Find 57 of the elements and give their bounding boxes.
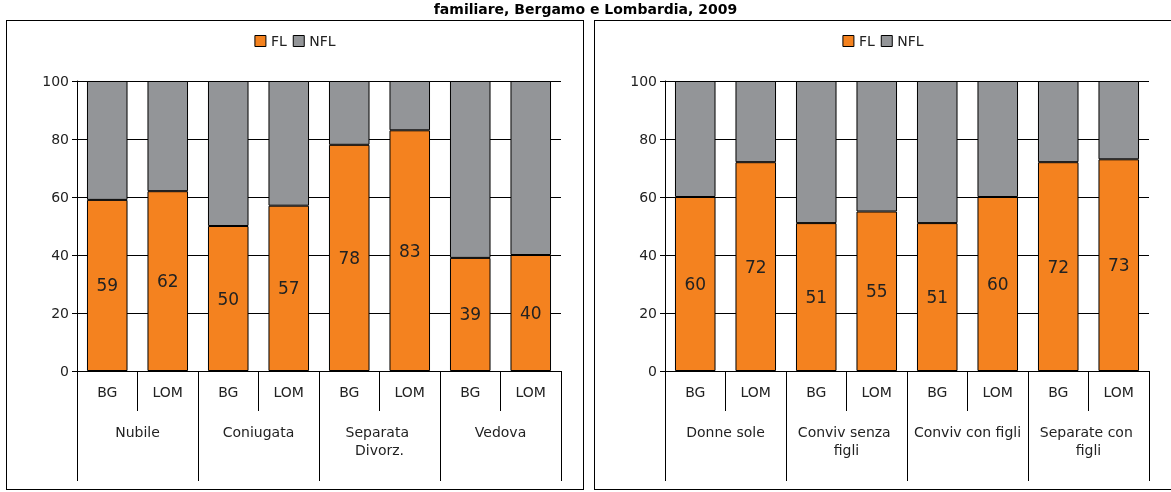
x-tick-label: LOM xyxy=(273,384,304,400)
legend-label: FL xyxy=(270,33,287,49)
x-tick-label: BG xyxy=(1048,384,1069,400)
data-label: 57 xyxy=(277,278,300,299)
y-tick-label: 100 xyxy=(42,73,69,89)
data-label: 50 xyxy=(217,288,240,309)
y-tick-label: 20 xyxy=(639,305,657,321)
x-tick-label: BG xyxy=(218,384,239,400)
data-label: 62 xyxy=(156,271,179,292)
y-tick-label: 40 xyxy=(639,247,657,263)
y-tick-label: 40 xyxy=(51,247,69,263)
data-label: 60 xyxy=(986,274,1009,294)
y-tick-label: 80 xyxy=(639,131,657,147)
x-tick-label: BG xyxy=(460,384,481,400)
x-tick-label: LOM xyxy=(982,384,1013,400)
data-label: 72 xyxy=(744,256,767,277)
y-tick-label: 0 xyxy=(60,363,69,379)
text: Donne sole xyxy=(686,424,765,440)
x-tick-label: BG xyxy=(685,384,706,400)
y-tick-label: 0 xyxy=(648,363,657,379)
text: Conviv senza figli xyxy=(797,424,896,458)
text: Nubile xyxy=(115,424,160,440)
data-label: 39 xyxy=(459,304,482,325)
data-label: 59 xyxy=(96,275,119,296)
x-tick-label: LOM xyxy=(515,384,546,400)
data-label: 51 xyxy=(805,287,828,308)
data-label: 60 xyxy=(684,274,707,294)
data-label: 73 xyxy=(1107,255,1130,276)
y-tick-label: 60 xyxy=(51,189,69,205)
x-tick-label: LOM xyxy=(394,384,425,400)
data-label: 83 xyxy=(398,240,421,261)
x-tick-label: LOM xyxy=(861,384,892,400)
legend-label: FL xyxy=(858,33,875,49)
x-tick-label: BG xyxy=(927,384,948,400)
text: Coniugata xyxy=(222,424,295,440)
chart-title: familiare, Bergamo e Lombardia, 2009 xyxy=(432,0,739,18)
data-label: 72 xyxy=(1047,256,1070,277)
x-tick-label: LOM xyxy=(152,384,183,400)
x-tick-label: LOM xyxy=(1103,384,1134,400)
data-label: 40 xyxy=(519,303,542,323)
y-tick-label: 100 xyxy=(630,73,657,89)
x-tick-label: LOM xyxy=(740,384,771,400)
y-tick-label: 80 xyxy=(51,131,69,147)
x-tick-label: BG xyxy=(806,384,827,400)
text: Separate con figli xyxy=(1039,424,1138,458)
y-tick-label: 60 xyxy=(639,189,657,205)
x-tick-label: BG xyxy=(339,384,360,400)
x-tick-label: BG xyxy=(97,384,118,400)
text: Separata Divorz. xyxy=(345,424,414,458)
y-tick-label: 20 xyxy=(51,305,69,321)
text: Vedova xyxy=(474,424,527,440)
text: Conviv con figli xyxy=(913,424,1022,440)
data-label: 51 xyxy=(926,287,949,308)
data-label: 78 xyxy=(338,247,361,268)
data-label: 55 xyxy=(865,281,888,302)
legend-label: NFL xyxy=(309,33,336,49)
legend-label: NFL xyxy=(897,33,924,49)
